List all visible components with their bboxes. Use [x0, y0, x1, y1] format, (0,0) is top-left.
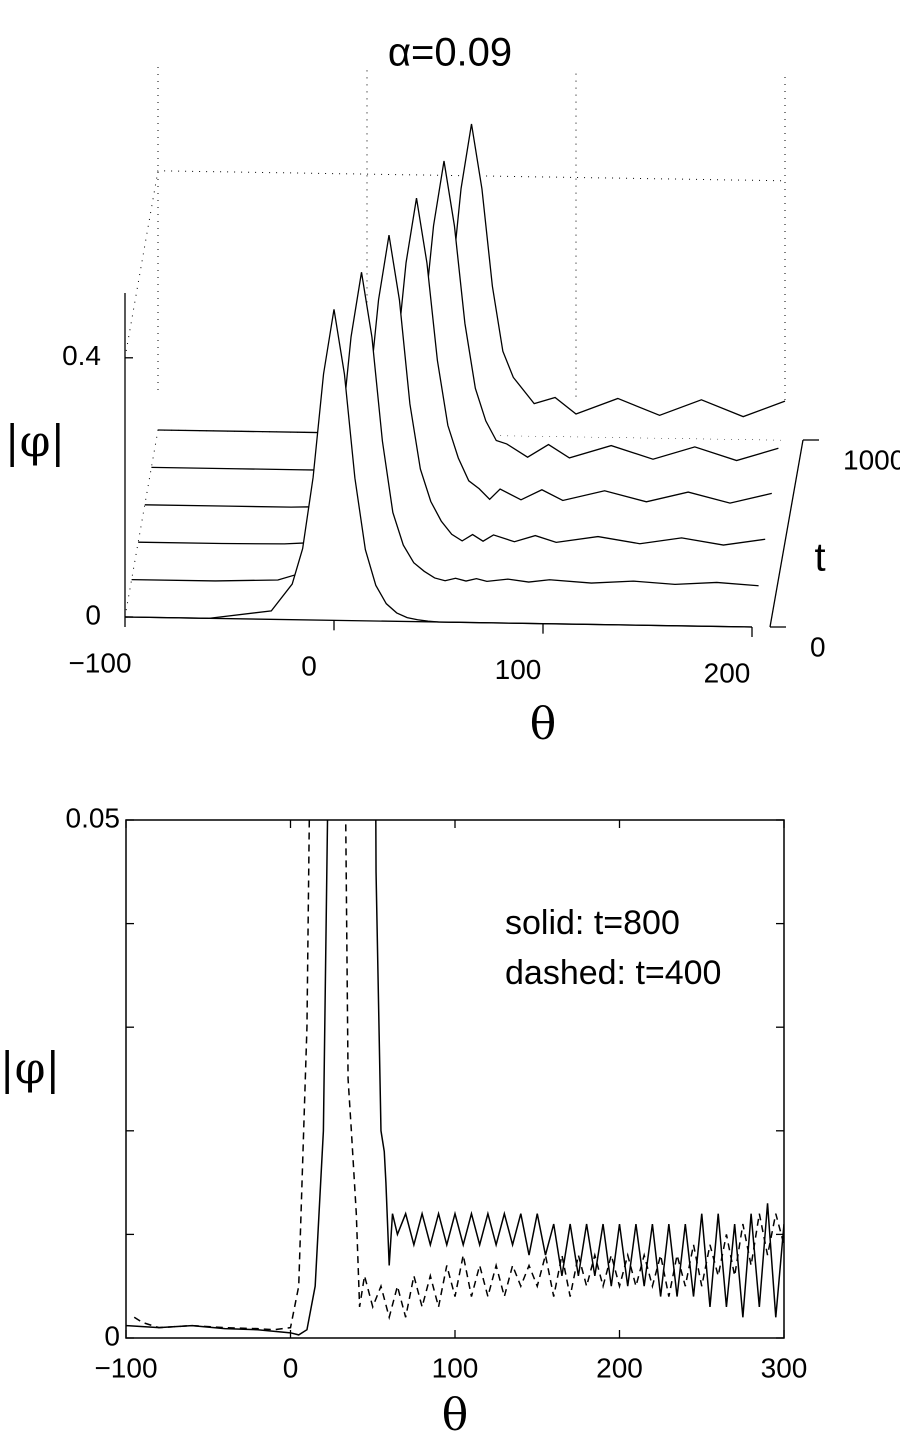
t-axis-label: t	[814, 536, 825, 580]
annotation: solid: t=800	[505, 904, 680, 942]
plot-frame	[125, 819, 785, 1339]
y-tick-label: 0.05	[66, 802, 121, 833]
t-tick-label: 1000	[843, 444, 900, 475]
line-series	[126, 820, 784, 1336]
t-axis	[769, 439, 804, 628]
x-tick-label: 0	[301, 651, 317, 682]
t-tick-label: 0	[810, 631, 826, 662]
annotation: dashed: t=400	[505, 954, 721, 992]
line-series	[133, 820, 784, 1331]
x-tick-label: 200	[704, 657, 751, 688]
x-tick-label: 300	[761, 1352, 808, 1383]
z-axis-label: |φ|	[5, 417, 65, 468]
y-tick-label: 0	[104, 1320, 120, 1351]
x-tick-label: −100	[68, 647, 131, 678]
y-axis-label: |φ|	[0, 1044, 60, 1095]
occluder	[158, 123, 785, 441]
occluder	[151, 161, 779, 478]
z-tick-label: 0.4	[62, 340, 101, 371]
x-tick-label: −100	[94, 1352, 157, 1383]
x-axis-label: θ	[442, 1390, 469, 1441]
x-tick-label: 100	[432, 1352, 479, 1383]
waterfall-plot: −100 0 100 200 0 0.4 0 1000	[62, 66, 900, 688]
x-tick-label: 200	[596, 1352, 643, 1383]
x-tick-label: 0	[283, 1352, 299, 1383]
chart-title: α=0.09	[388, 31, 512, 75]
x-axis	[124, 616, 753, 628]
series-group	[126, 820, 784, 1336]
z-tick-label: 0	[85, 599, 101, 630]
grid-line	[124, 170, 786, 358]
x-axis-label: θ	[530, 699, 557, 750]
x-tick-label: 100	[495, 654, 542, 685]
